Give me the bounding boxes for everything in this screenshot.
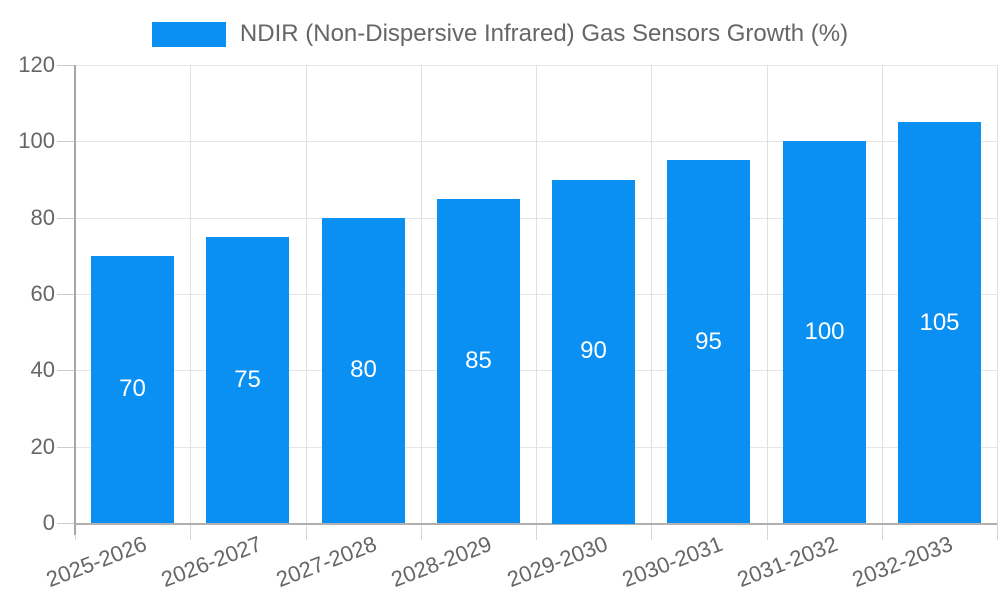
y-tick-label: 80	[30, 205, 55, 230]
v-gridline	[882, 65, 883, 523]
y-tick-label: 40	[30, 357, 55, 382]
y-tick	[57, 370, 75, 371]
bar-2026-2027[interactable]	[206, 237, 289, 523]
v-gridline	[190, 65, 191, 523]
x-tick	[306, 523, 307, 540]
legend[interactable]: NDIR (Non-Dispersive Infrared) Gas Senso…	[0, 20, 1000, 48]
y-tick-label: 20	[30, 434, 55, 459]
v-gridline	[767, 65, 768, 523]
x-tick	[421, 523, 422, 540]
bar-2027-2028[interactable]	[322, 218, 405, 523]
y-tick	[57, 294, 75, 295]
bar-2030-2031[interactable]	[667, 160, 750, 523]
v-gridline	[306, 65, 307, 523]
bar-2028-2029[interactable]	[437, 199, 520, 523]
legend-label: NDIR (Non-Dispersive Infrared) Gas Senso…	[239, 20, 849, 47]
v-gridline	[651, 65, 652, 523]
v-gridline	[997, 65, 998, 523]
v-gridline	[421, 65, 422, 523]
y-tick-label: 100	[18, 128, 55, 153]
bar-2025-2026[interactable]	[91, 256, 174, 523]
y-tick	[57, 523, 75, 524]
v-gridline	[536, 65, 537, 523]
bar-2032-2033[interactable]	[898, 122, 981, 523]
x-tick	[882, 523, 883, 540]
y-tick	[57, 447, 75, 448]
x-tick	[651, 523, 652, 540]
y-tick-label: 120	[18, 52, 55, 77]
y-tick-label: 60	[30, 281, 55, 306]
bar-2029-2030[interactable]	[552, 180, 635, 524]
y-tick	[57, 218, 75, 219]
y-axis-line	[74, 65, 76, 535]
x-tick	[767, 523, 768, 540]
y-tick	[57, 141, 75, 142]
x-tick	[190, 523, 191, 540]
x-tick	[997, 523, 998, 540]
x-axis-line	[75, 523, 997, 525]
x-tick	[536, 523, 537, 540]
y-tick	[57, 65, 75, 66]
legend-swatch	[151, 21, 226, 47]
y-tick-label: 0	[42, 510, 55, 535]
bar-2031-2032[interactable]	[783, 141, 866, 523]
